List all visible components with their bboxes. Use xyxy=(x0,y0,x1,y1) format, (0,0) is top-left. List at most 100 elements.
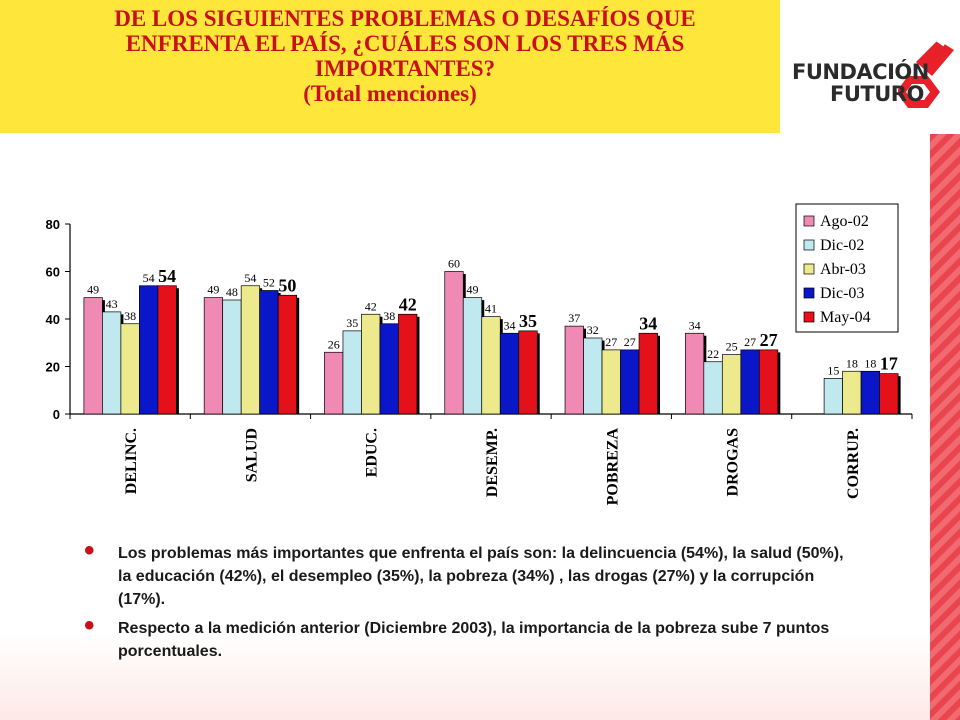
bar-abr-03 xyxy=(240,285,261,415)
findings-list: • Los problemas más importantes que enfr… xyxy=(84,536,844,669)
data-label: 22 xyxy=(707,347,719,361)
category-label: SALUD xyxy=(243,428,260,482)
bar-abr-03 xyxy=(481,316,501,415)
legend-label: Ago-02 xyxy=(820,213,869,230)
legend-label: Dic-03 xyxy=(820,285,864,302)
bar-may-04 xyxy=(879,373,899,415)
category-label: EDUC. xyxy=(364,428,381,477)
data-label: 26 xyxy=(328,337,340,351)
data-label: 18 xyxy=(846,356,858,370)
data-label: 27 xyxy=(624,335,636,349)
bar-dic-03 xyxy=(499,332,520,415)
data-label: 35 xyxy=(346,316,358,330)
data-label: 48 xyxy=(226,285,238,299)
finding-text: Los problemas más importantes que enfren… xyxy=(118,545,844,608)
legend-swatch xyxy=(803,287,815,299)
data-label: 38 xyxy=(124,309,136,323)
page-subtitle: (Total menciones) xyxy=(303,81,477,106)
logo-text-line1: FUNDACIÓN xyxy=(792,60,929,84)
data-label: 38 xyxy=(383,309,395,323)
data-label: 37 xyxy=(568,311,580,325)
data-label: 49 xyxy=(87,283,99,297)
y-tick-label: 80 xyxy=(46,217,60,232)
bar-dic-03 xyxy=(379,323,399,415)
bar-ago-02 xyxy=(203,297,224,415)
data-label: 35 xyxy=(519,311,537,331)
bar-ago-02 xyxy=(684,332,705,415)
category-label: DELINC. xyxy=(123,428,140,494)
data-label: 18 xyxy=(864,356,876,370)
bar-dic-02 xyxy=(342,330,362,415)
legend-swatch xyxy=(803,311,815,323)
data-label: 42 xyxy=(399,294,417,314)
logo-text-line2: FUTURO xyxy=(830,82,924,106)
bar-ago-02 xyxy=(324,351,344,415)
y-tick-label: 60 xyxy=(46,265,60,280)
data-label: 60 xyxy=(448,257,460,271)
data-label: 34 xyxy=(504,318,516,332)
bar-ago-02 xyxy=(564,325,584,415)
bar-dic-03 xyxy=(259,290,279,415)
data-label: 27 xyxy=(760,330,778,350)
bar-dic-02 xyxy=(222,299,242,415)
bar-may-04 xyxy=(758,349,779,415)
title-banner: DE LOS SIGUIENTES PROBLEMAS O DESAFÍOS Q… xyxy=(0,0,780,133)
bar-may-04 xyxy=(398,313,418,415)
bar-dic-03 xyxy=(620,349,640,415)
bar-may-04 xyxy=(157,285,177,415)
bar-may-04 xyxy=(518,330,538,415)
bullet-icon: • xyxy=(84,534,95,567)
logo-mark-icon xyxy=(898,35,954,108)
page-title: DE LOS SIGUIENTES PROBLEMAS O DESAFÍOS Q… xyxy=(114,6,696,81)
data-label: 27 xyxy=(605,335,617,349)
data-label: 42 xyxy=(365,299,377,313)
bar-dic-02 xyxy=(703,361,723,415)
finding-item: • Los problemas más importantes que enfr… xyxy=(84,536,844,611)
finding-text: Respecto a la medición anterior (Diciemb… xyxy=(118,620,830,660)
bar-dic-02 xyxy=(462,297,483,415)
data-label: 25 xyxy=(726,340,738,354)
legend-label: May-04 xyxy=(820,309,871,326)
data-label: 32 xyxy=(587,323,599,337)
bar-dic-03 xyxy=(740,349,760,415)
bar-abr-03 xyxy=(120,323,140,415)
data-label: 15 xyxy=(827,363,839,377)
data-label: 50 xyxy=(278,275,296,295)
bar-may-04 xyxy=(638,332,658,415)
bar-ago-02 xyxy=(83,297,103,415)
category-label: CORRUP. xyxy=(845,428,862,499)
bar-may-04 xyxy=(277,294,298,415)
bar-dic-02 xyxy=(583,337,603,415)
bar-dic-02 xyxy=(823,378,843,415)
data-label: 34 xyxy=(689,318,701,332)
legend-swatch xyxy=(803,215,815,227)
decorative-side-stripe xyxy=(930,134,960,720)
data-label: 49 xyxy=(467,283,479,297)
data-label: 43 xyxy=(106,297,118,311)
data-label: 34 xyxy=(639,313,657,333)
data-label: 54 xyxy=(143,271,155,285)
data-label: 17 xyxy=(880,354,898,374)
bar-abr-03 xyxy=(721,354,742,415)
bar-abr-03 xyxy=(361,313,381,415)
y-tick-label: 40 xyxy=(46,312,60,327)
category-label: POBREZA xyxy=(604,428,621,506)
y-tick-label: 20 xyxy=(46,360,60,375)
category-label: DESEMP. xyxy=(484,428,501,497)
data-label: 41 xyxy=(485,302,497,316)
bullet-icon: • xyxy=(84,609,95,642)
data-label: 54 xyxy=(244,271,256,285)
data-label: 52 xyxy=(263,276,275,290)
bar-dic-02 xyxy=(102,311,122,415)
finding-item: • Respecto a la medición anterior (Dicie… xyxy=(84,611,844,663)
data-label: 54 xyxy=(158,266,176,286)
bar-abr-03 xyxy=(842,370,862,415)
fundacion-futuro-logo: FUNDACIÓN FUTURO xyxy=(790,32,960,112)
bar-ago-02 xyxy=(444,271,464,415)
bar-dic-03 xyxy=(139,285,159,415)
bar-abr-03 xyxy=(601,349,621,415)
legend-label: Abr-03 xyxy=(820,261,866,278)
bar-dic-03 xyxy=(860,370,880,415)
legend-swatch xyxy=(803,239,815,251)
legend-label: Dic-02 xyxy=(820,237,864,254)
